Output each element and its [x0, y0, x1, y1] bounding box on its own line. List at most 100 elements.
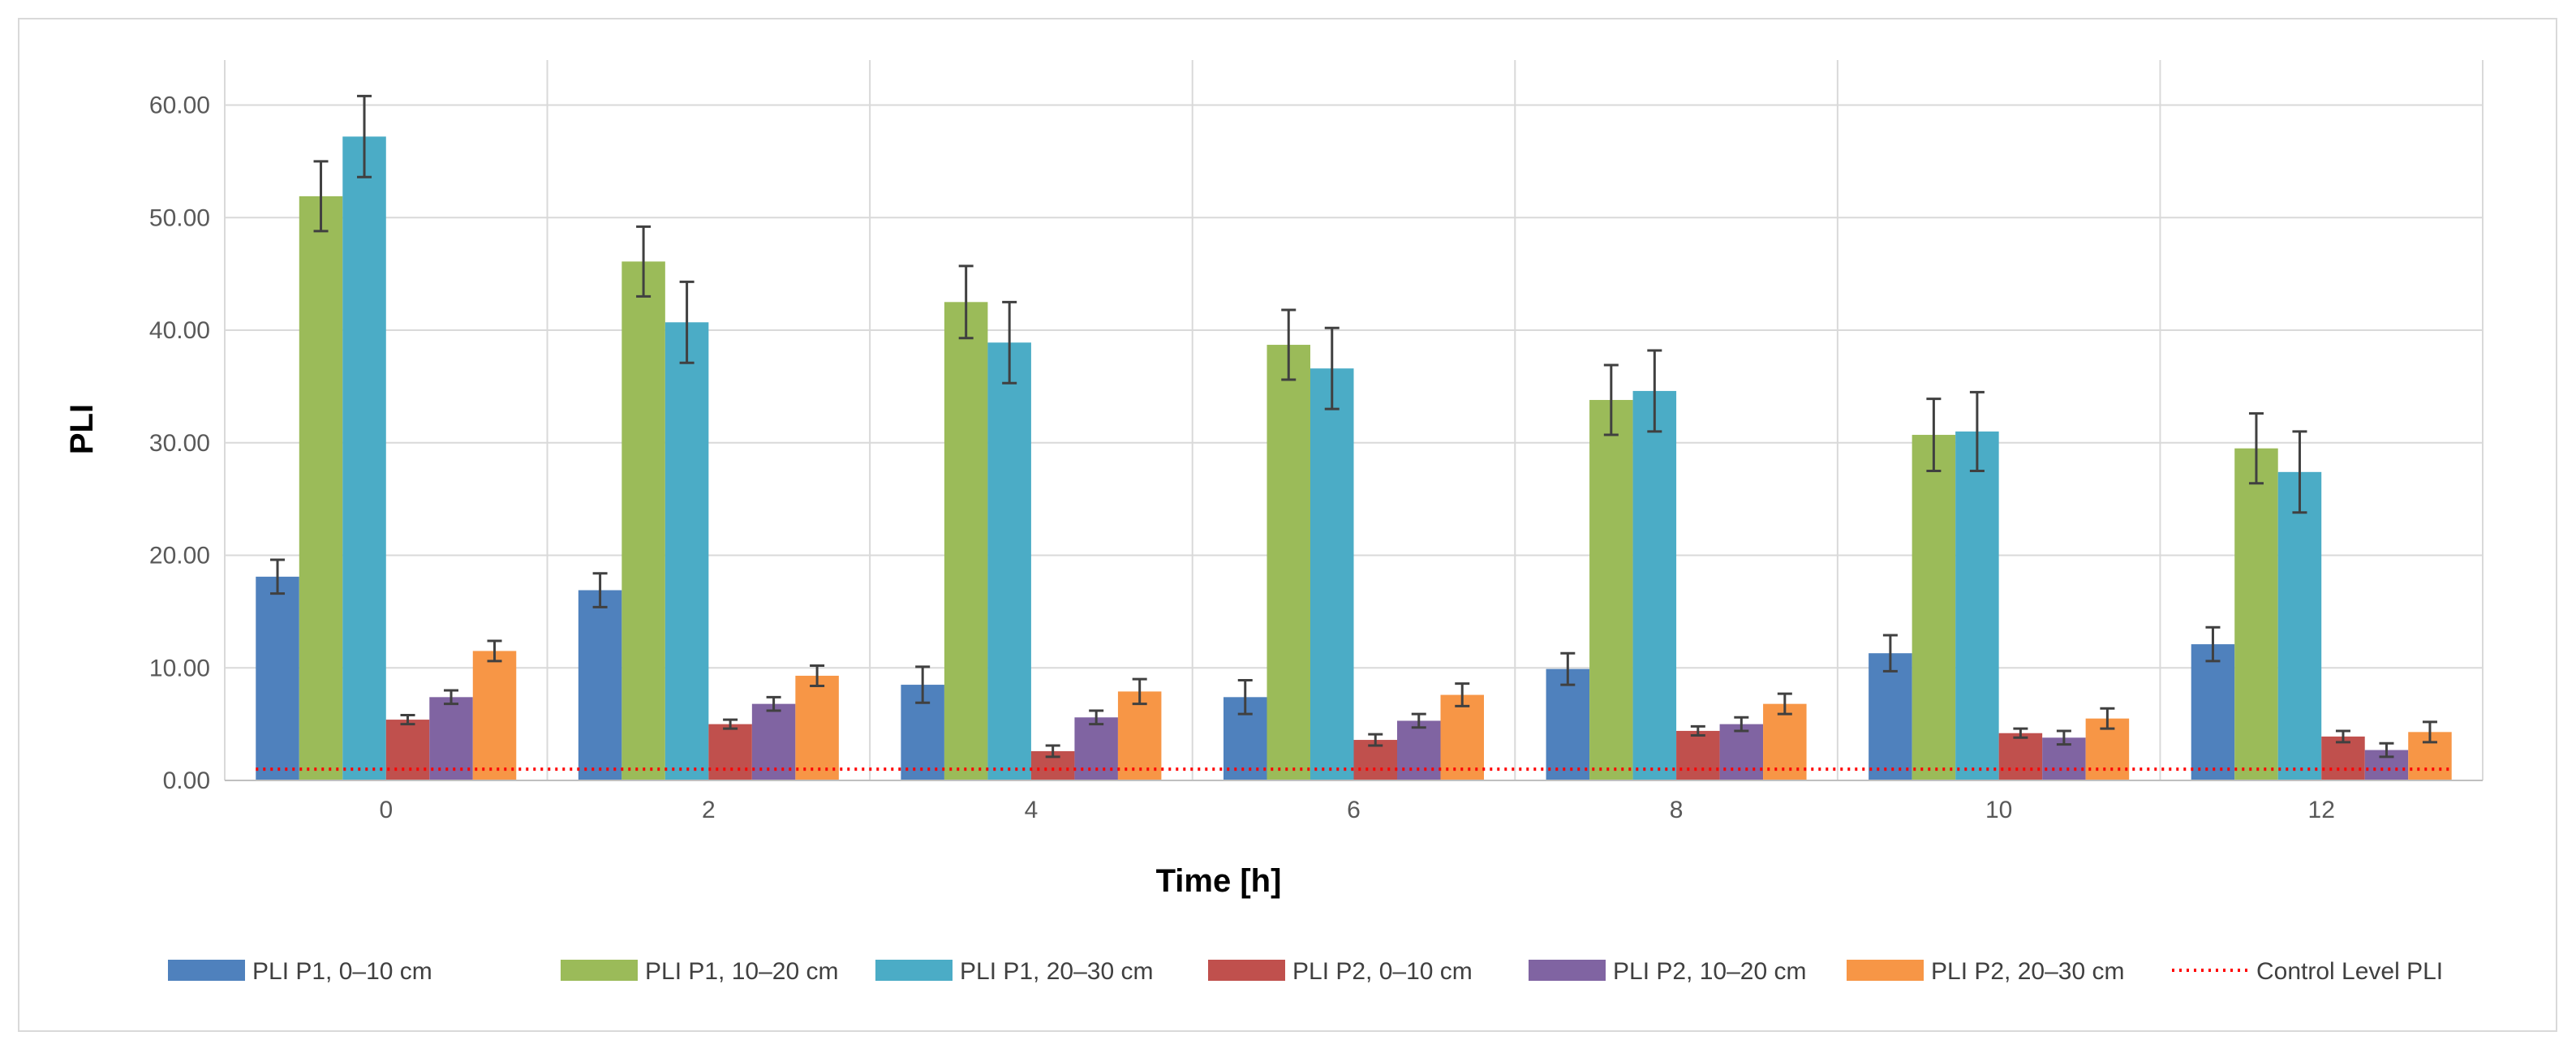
error-bar: [1926, 398, 1942, 472]
legend-item: Control Level PLI: [2172, 958, 2443, 985]
legend-item: PLI P1, 20–30 cm: [875, 958, 1153, 985]
gridlines: [224, 60, 2484, 781]
legend-label: PLI P2, 0–10 cm: [1292, 958, 1473, 985]
error-bar: [444, 689, 459, 706]
error-bar: [1089, 709, 1104, 726]
error-bar: [2013, 727, 2028, 739]
y-tick-label: 10.00: [149, 655, 210, 681]
bar: [1912, 435, 1956, 780]
error-bar: [810, 664, 825, 687]
error-bar: [679, 280, 695, 364]
bar: [1719, 724, 1764, 780]
bar: [1546, 668, 1590, 780]
bar: [1589, 400, 1633, 780]
x-tick-label: 4: [1025, 797, 1039, 823]
bar: [795, 675, 839, 780]
x-tick-label: 12: [2308, 797, 2335, 823]
error-bar: [1045, 744, 1060, 759]
bar: [429, 697, 473, 780]
y-axis-title: PLI: [64, 404, 100, 454]
bar: [578, 590, 622, 780]
error-bar: [636, 225, 652, 298]
bar: [1763, 703, 1807, 780]
bar: [664, 322, 709, 781]
legend-swatch: [1208, 960, 1285, 981]
error-bar: [313, 160, 329, 233]
axis-group: 0.00 10.00 20.00 30.00 40.00 50.00 60.00 0 2 4 6 8 1…: [149, 92, 2483, 823]
x-tick-label: 8: [1670, 797, 1684, 823]
x-tick-label: 2: [702, 797, 716, 823]
bar: [1955, 431, 1999, 780]
bar: [751, 703, 796, 780]
error-bar: [592, 572, 608, 608]
x-axis-title: Time [h]: [1156, 863, 1282, 899]
bar: [256, 576, 299, 780]
error-bar: [1281, 308, 1297, 381]
bar: [299, 196, 343, 780]
bar: [2321, 736, 2365, 780]
bar: [2191, 644, 2235, 780]
error-bar: [2422, 720, 2437, 744]
bar: [1397, 720, 1441, 780]
x-tick-label: 6: [1347, 797, 1361, 823]
legend-label: PLI P1, 0–10 cm: [252, 958, 432, 985]
bar: [1998, 733, 2043, 780]
bar: [944, 302, 988, 780]
bar: [342, 136, 386, 781]
error-bar: [487, 639, 502, 663]
legend-label: PLI P1, 20–30 cm: [960, 958, 1153, 985]
x-tick-label: 0: [379, 797, 393, 823]
y-tick-label: 0.00: [163, 767, 210, 794]
x-tick-label: 10: [1985, 797, 2012, 823]
error-bar: [2379, 741, 2394, 759]
error-bar: [357, 94, 372, 178]
bar: [1676, 730, 1720, 780]
bar: [621, 261, 665, 780]
error-bar: [1455, 682, 1470, 707]
error-bar: [915, 665, 931, 704]
bar: [1632, 390, 1677, 780]
legend-label: Control Level PLI: [2256, 958, 2443, 985]
bar: [1074, 717, 1118, 780]
error-bar: [270, 558, 286, 595]
error-bar: [1969, 390, 1985, 472]
y-tick-label: 40.00: [149, 317, 210, 344]
error-bar: [2248, 412, 2264, 485]
legend: PLI P1, 0–10 cm PLI P1, 10–20 cm PLI P1, 2…: [168, 958, 2443, 985]
error-bar: [766, 695, 781, 712]
y-tick-label: 60.00: [149, 92, 210, 119]
chart-svg: 0.00 10.00 20.00 30.00 40.00 50.00 60.00 0 2 4 6 8 1…: [64, 60, 2484, 985]
error-bar: [1324, 326, 1340, 410]
legend-label: PLI P1, 10–20 cm: [645, 958, 838, 985]
bar: [987, 342, 1031, 780]
legend-item: PLI P2, 20–30 cm: [1847, 958, 2124, 985]
error-bar: [2292, 430, 2307, 514]
y-tick-label: 20.00: [149, 543, 210, 569]
error-bar: [1882, 634, 1898, 673]
chart-frame: 0.00 10.00 20.00 30.00 40.00 50.00 60.00 0 2 4 6 8 1…: [18, 18, 2557, 1032]
bar: [1266, 345, 1310, 781]
legend-swatch: [1847, 960, 1924, 981]
legend-item: PLI P1, 10–20 cm: [561, 958, 838, 985]
error-bar: [2100, 707, 2115, 730]
error-bar: [2335, 729, 2350, 744]
error-bar: [1132, 677, 1147, 706]
error-bar: [1647, 349, 1662, 433]
legend-item: PLI P1, 0–10 cm: [168, 958, 432, 985]
bar: [1869, 653, 1912, 780]
error-bar: [1368, 733, 1383, 747]
bar: [1117, 691, 1162, 780]
legend-label: PLI P2, 20–30 cm: [1931, 958, 2124, 985]
y-tick-label: 30.00: [149, 430, 210, 457]
bar: [472, 651, 517, 780]
legend-item: PLI P2, 10–20 cm: [1529, 958, 1806, 985]
error-bar: [958, 264, 974, 340]
bar: [1310, 368, 1354, 780]
error-bar: [1237, 679, 1253, 716]
bar: [2277, 471, 2322, 780]
legend-item: PLI P2, 0–10 cm: [1208, 958, 1473, 985]
bar: [2234, 448, 2278, 780]
error-bar: [1411, 712, 1426, 729]
error-bar: [723, 718, 738, 730]
bar: [385, 720, 430, 780]
